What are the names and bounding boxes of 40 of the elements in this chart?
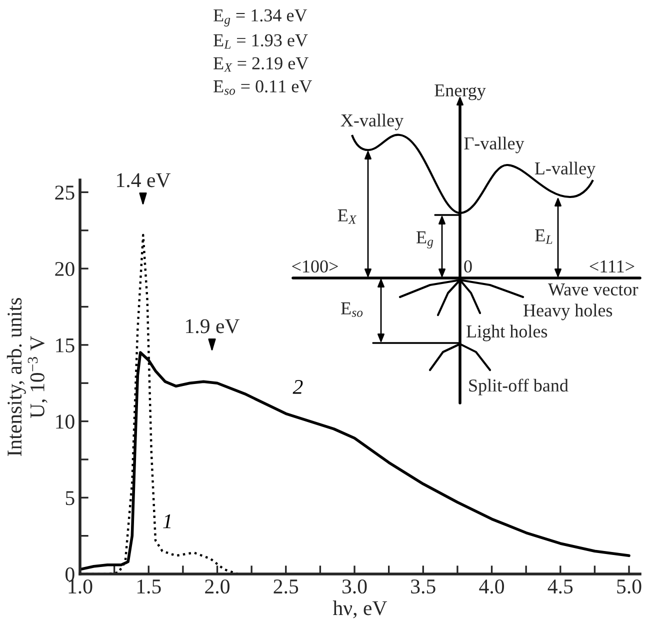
annotation: Split-off band [469, 378, 568, 396]
annotation: Light holes [466, 324, 548, 342]
series-label: 1 [163, 514, 171, 528]
x-tick-label: 3.5 [411, 580, 436, 594]
x-tick-label: 1.5 [137, 580, 161, 594]
annotation: E$_{X}$ [338, 209, 357, 224]
annotation: Heavy holes [524, 304, 612, 320]
series-label: 2 [292, 380, 303, 394]
y-tick-label: 10 [56, 414, 74, 429]
y-tick-label: 15 [56, 338, 74, 352]
x-tick-label: 5.0 [617, 579, 642, 594]
text: Energy [434, 84, 486, 100]
text: L-valley [534, 162, 596, 178]
y-axis-title: Intensity, arb. units U, 10$^{−3}$ V [6, 298, 48, 456]
x-tick-label: 4.0 [479, 579, 504, 594]
annotation: <100> [292, 260, 338, 273]
text: X-valley [340, 114, 404, 130]
annotation: E$_{L}$ [535, 229, 552, 244]
x-tick-label: 2.0 [205, 579, 230, 594]
text: E$_{so}$ = 0.11 eV [214, 80, 312, 95]
text: E$_{L}$ = 1.93 eV [214, 34, 308, 49]
text: E$_{X}$ = 2.19 eV [214, 57, 308, 72]
y-tick-label: 20 [55, 262, 74, 276]
annotation: Wave vector [548, 284, 638, 296]
y-tick-label: 0 [66, 567, 74, 582]
annotation: 0 [464, 260, 472, 273]
x-tick-label: 1.0 [68, 579, 92, 594]
x-tick-label: 2.5 [274, 580, 298, 594]
annotation: E$_{so}$ [341, 302, 363, 317]
y-tick-label: 25 [55, 186, 74, 200]
annotation: <111> [590, 260, 634, 272]
text: E$_{g}$ = 1.34 eV [214, 9, 308, 26]
annotation: E$_{g}$ [416, 231, 434, 248]
text: Γ-valley [464, 136, 524, 154]
annotation: 1.4 eV [117, 173, 171, 188]
x-tick-label: 4.5 [548, 580, 573, 594]
x-axis-title: hν, eV [332, 600, 388, 618]
annotation: 1.9 eV [186, 319, 240, 334]
x-tick-label: 3.0 [342, 579, 367, 594]
y-tick-label: 5 [66, 491, 74, 506]
